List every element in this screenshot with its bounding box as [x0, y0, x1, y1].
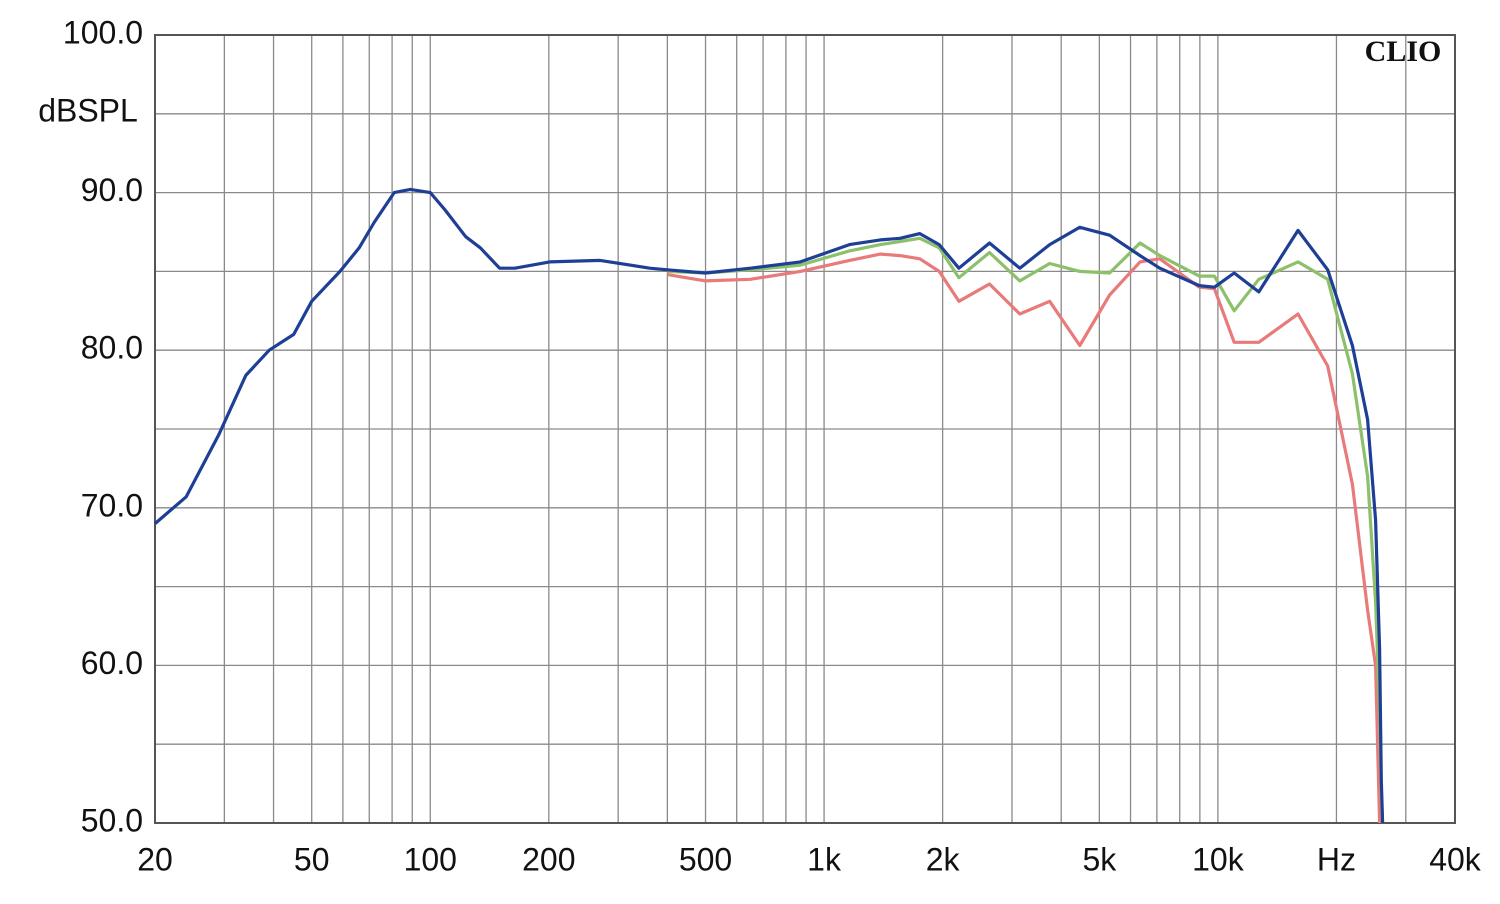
series-line [667, 252, 1382, 824]
x-tick-label: 5k [1082, 841, 1117, 877]
x-tick-label: 50 [294, 841, 330, 877]
x-tick-label: Hz [1317, 841, 1356, 877]
y-tick-label: 90.0 [81, 172, 143, 208]
annotation: CLIO [1365, 35, 1442, 68]
y-tick-label: 100.0 [63, 14, 143, 50]
series-line [153, 187, 1385, 824]
plot-border [154, 34, 1456, 824]
x-tick-label: 100 [404, 841, 457, 877]
x-tick-label: 500 [679, 841, 732, 877]
y-tick-label: 60.0 [81, 645, 143, 681]
x-tick-label: 2k [926, 841, 961, 877]
series-line [667, 236, 1385, 824]
x-tick-label: 1k [807, 841, 842, 877]
y-axis-label: dBSPL [38, 92, 138, 128]
x-tick-label: 200 [522, 841, 575, 877]
y-tick-label: 80.0 [81, 330, 143, 366]
y-tick-label: 50.0 [81, 802, 143, 838]
x-tick-label: 40k [1429, 841, 1482, 877]
x-tick-label: 10k [1192, 841, 1245, 877]
y-tick-label: 70.0 [81, 487, 143, 523]
x-tick-label: 20 [137, 841, 173, 877]
